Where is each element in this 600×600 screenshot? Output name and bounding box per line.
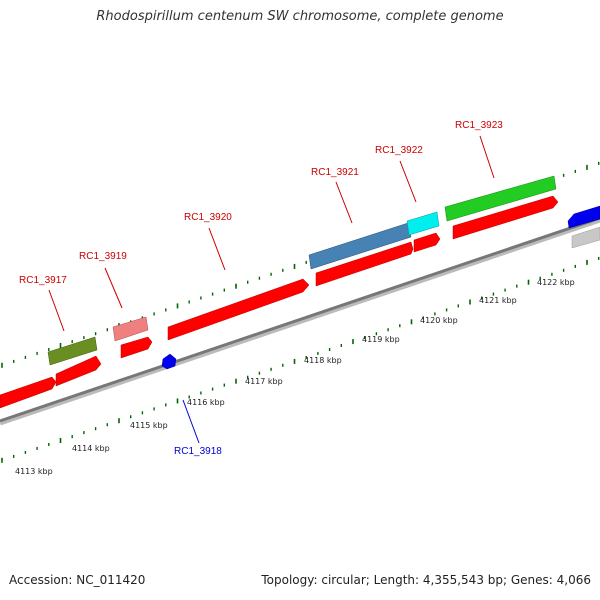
scale-label: 4116 kbp	[187, 398, 225, 407]
cds-feature-rc1-3918[interactable]	[161, 353, 177, 370]
gene-label-rc1-3923[interactable]: RC1_3923	[455, 120, 503, 131]
accession-text: Accession: NC_011420	[9, 573, 146, 587]
cds-feature[interactable]	[315, 241, 414, 287]
scale-label: 4113 kbp	[15, 467, 53, 476]
leader-line-rc1-3917	[48, 289, 65, 332]
cds-feature[interactable]	[55, 355, 102, 387]
scale-label: 4114 kbp	[72, 444, 110, 453]
gene-label-rc1-3918[interactable]: RC1_3918	[174, 446, 222, 457]
scale-label: 4122 kbp	[537, 278, 575, 287]
leader-line-rc1-3922	[399, 160, 417, 203]
feature-gray[interactable]	[571, 226, 600, 249]
backbone	[0, 216, 600, 423]
leader-line-rc1-3923	[479, 135, 495, 179]
gene-label-rc1-3922[interactable]: RC1_3922	[375, 145, 423, 156]
map-title: Rhodospirillum centenum SW chromosome, c…	[96, 9, 504, 24]
gene-feature-olive[interactable]	[47, 336, 98, 366]
scale-label: 4118 kbp	[304, 356, 342, 365]
leader-line-rc1-3919	[104, 267, 123, 309]
scale-label: 4117 kbp	[245, 377, 283, 386]
scale-label: 4121 kbp	[479, 296, 517, 305]
gene-feature-cyan[interactable]	[406, 211, 440, 236]
scale-label: 4119 kbp	[362, 335, 400, 344]
cds-feature[interactable]	[413, 232, 441, 253]
cds-feature-blue[interactable]	[567, 205, 600, 229]
gene-feature-green[interactable]	[444, 175, 557, 222]
gene-feature-steelblue[interactable]	[308, 222, 412, 270]
scale-label: 4115 kbp	[130, 421, 168, 430]
genome-summary: Topology: circular; Length: 4,355,543 bp…	[261, 573, 591, 587]
gene-label-rc1-3917[interactable]: RC1_3917	[19, 275, 67, 286]
leader-line-rc1-3921	[335, 181, 353, 224]
leader-line-rc1-3920	[208, 227, 226, 271]
backbone-shadow	[0, 217, 600, 426]
gene-label-rc1-3920[interactable]: RC1_3920	[184, 212, 232, 223]
cds-feature[interactable]	[0, 376, 57, 409]
leader-line-rc1-3918	[182, 399, 200, 444]
cds-feature[interactable]	[120, 336, 153, 359]
gene-label-rc1-3921[interactable]: RC1_3921	[311, 167, 359, 178]
cds-feature[interactable]	[167, 278, 310, 341]
gene-feature-pink[interactable]	[112, 316, 149, 342]
lower-tick-row	[1, 256, 600, 463]
gene-label-rc1-3919[interactable]: RC1_3919	[79, 251, 127, 262]
cds-feature[interactable]	[452, 195, 559, 240]
scale-label: 4120 kbp	[420, 316, 458, 325]
